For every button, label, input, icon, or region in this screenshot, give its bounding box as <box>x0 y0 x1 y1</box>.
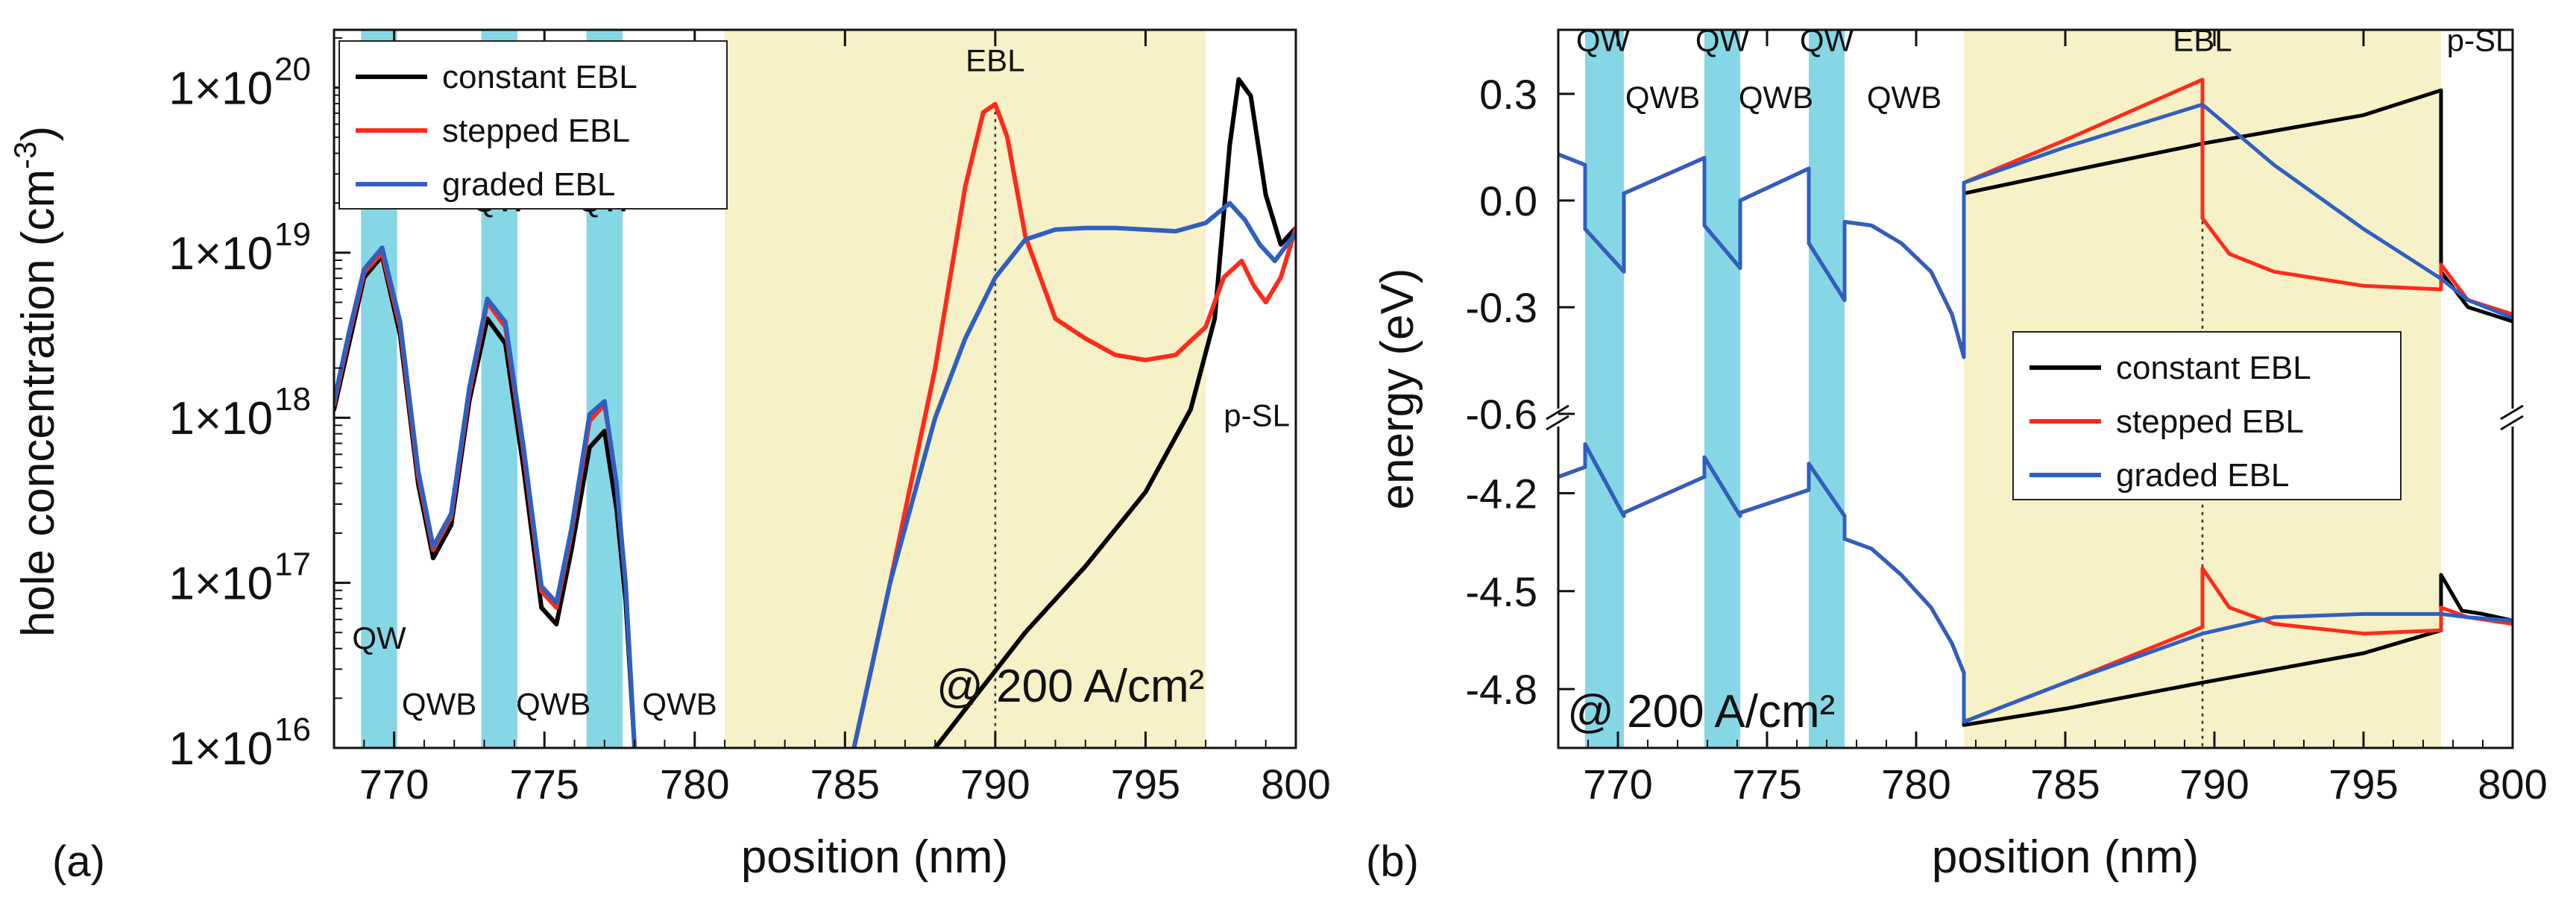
x-tick-label: 790 <box>2179 761 2249 808</box>
x-axis-label: position (nm) <box>741 831 1008 883</box>
x-tick-label: 775 <box>1732 761 1801 808</box>
series-line-graded <box>851 201 1296 748</box>
x-tick-label: 795 <box>2328 761 2398 808</box>
y-tick-exponent: 16 <box>274 711 311 748</box>
x-tick-label: 790 <box>960 761 1030 808</box>
y-tick-label: -4.5 <box>1466 568 1538 615</box>
x-tick-label: 785 <box>2030 761 2100 808</box>
series-line-graded-deep <box>1558 442 2513 724</box>
x-axis-label: position (nm) <box>1932 831 2199 883</box>
panel-b-series <box>1558 78 2513 727</box>
x-tick-label: 780 <box>1881 761 1950 808</box>
region-label: EBL <box>2173 23 2232 58</box>
legend-label-graded: graded EBL <box>442 166 615 203</box>
x-tick-label: 800 <box>2478 761 2547 808</box>
axis-break-mark <box>2500 404 2524 421</box>
axis-break-mark <box>2500 415 2524 431</box>
legend-box <box>2012 331 2402 500</box>
y-axis-label: energy (eV) <box>1372 268 1423 510</box>
panel-a-series <box>334 77 1296 748</box>
legend-label-graded: graded EBL <box>2116 457 2289 494</box>
panel-label: (b) <box>1366 837 1419 886</box>
region-label: QWB <box>1625 80 1700 115</box>
y-axis-label-close: ) <box>13 126 64 142</box>
band-qw <box>1585 30 1624 748</box>
y-tick-label: 1×10 <box>169 228 273 280</box>
y-tick-exponent: 17 <box>274 547 311 583</box>
axis-break-mark <box>1546 404 1569 421</box>
y-axis-label-unit-exponent: -3 <box>7 142 42 169</box>
series-line-graded <box>334 245 637 748</box>
legend-label-stepped: stepped EBL <box>442 113 630 149</box>
current-density-note: @ 200 A/cm² <box>936 661 1204 712</box>
series-line-stepped <box>851 101 1296 748</box>
band-ebl <box>725 30 1206 748</box>
y-tick-label: -0.3 <box>1466 284 1538 331</box>
region-label: QWB <box>1739 80 1813 115</box>
legend-label-stepped: stepped EBL <box>2116 403 2304 440</box>
x-tick-label: 795 <box>1111 761 1180 808</box>
band-qw <box>1809 30 1845 748</box>
region-label: p-SL <box>1224 397 1290 432</box>
y-tick-label: -0.6 <box>1466 391 1538 438</box>
panel-label: (a) <box>52 837 105 886</box>
region-label: p-SL <box>2447 23 2513 58</box>
current-density-note: @ 200 A/cm² <box>1567 686 1835 737</box>
panel-b: 770 775 780 785 790 795 800 0.3 0.0 -0.3 -0.6 -4.2 -… <box>1366 23 2548 886</box>
x-tick-label: 770 <box>1583 761 1652 808</box>
x-tick-label: 770 <box>359 761 429 808</box>
series-line-constant <box>933 77 1296 748</box>
legend-box <box>338 40 728 210</box>
x-tick-label: 775 <box>509 761 579 808</box>
region-label: QW <box>1576 23 1631 58</box>
legend-label-constant: constant EBL <box>442 59 637 95</box>
y-tick-label: 1×10 <box>169 63 273 114</box>
region-label: QWB <box>402 687 476 722</box>
y-tick-label: 1×10 <box>169 559 273 610</box>
y-tick-label: -4.8 <box>1466 666 1538 713</box>
x-tick-label: 800 <box>1261 761 1330 808</box>
y-tick-exponent: 18 <box>274 381 311 418</box>
y-tick-label: 1×10 <box>169 723 273 775</box>
region-label: QW <box>352 620 406 655</box>
y-tick-exponent: 19 <box>274 216 311 253</box>
y-tick-label: -4.2 <box>1466 470 1538 517</box>
y-tick-label: 0.3 <box>1479 71 1537 118</box>
band-qw <box>1704 30 1740 748</box>
y-tick-label: 0.0 <box>1479 177 1537 224</box>
region-label: QWB <box>642 687 717 722</box>
series-line-graded-valence <box>1558 102 2513 359</box>
region-label: EBL <box>966 43 1024 78</box>
x-tick-label: 785 <box>810 761 880 808</box>
y-tick-exponent: 20 <box>274 51 311 87</box>
legend-label-constant: constant EBL <box>2116 350 2311 386</box>
y-axis-label-text: hole concentration (cm <box>13 169 64 637</box>
y-tick-label: 1×10 <box>169 393 273 444</box>
region-label: QW <box>1800 23 1854 58</box>
region-label: QWB <box>1867 80 1942 115</box>
region-label: QW <box>1695 23 1750 58</box>
x-tick-label: 780 <box>660 761 729 808</box>
region-label: QWB <box>516 687 591 722</box>
y-axis-label: hole concentration (cm-3) <box>7 126 64 637</box>
axis-break-mark <box>1546 415 1569 431</box>
